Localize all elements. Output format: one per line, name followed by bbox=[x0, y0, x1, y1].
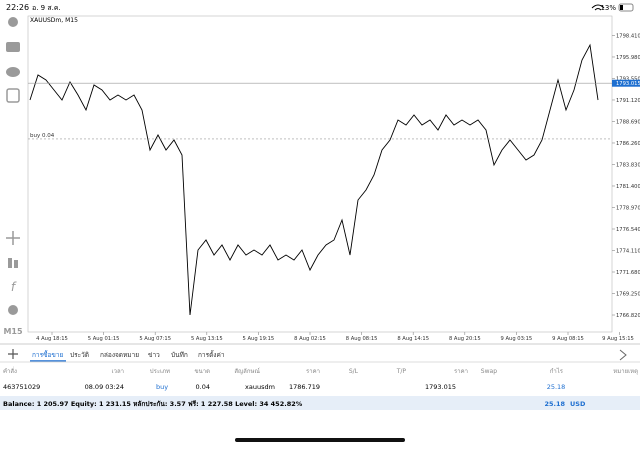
account-icon[interactable] bbox=[8, 17, 18, 27]
column-header: ขนาด bbox=[195, 368, 211, 375]
cell-size: 0.04 bbox=[196, 383, 210, 391]
tab[interactable]: กล่องจดหมาย bbox=[100, 351, 139, 359]
battery-text: 13% bbox=[600, 4, 616, 12]
expand-icon[interactable] bbox=[619, 349, 627, 361]
y-tick-label: 1793.550 bbox=[616, 76, 640, 82]
x-tick-label: 5 Aug 13:15 bbox=[191, 336, 223, 342]
tab[interactable]: การตั้งค่า bbox=[198, 350, 225, 359]
status-time: 22:26 bbox=[6, 3, 29, 12]
column-header: คำสั่ง bbox=[3, 367, 17, 375]
plot-area bbox=[27, 15, 613, 333]
x-tick-label: 8 Aug 02:15 bbox=[294, 336, 326, 342]
column-header: T/P bbox=[396, 368, 407, 375]
y-tick-label: 1769.250 bbox=[616, 292, 640, 298]
y-tick-label: 1774.110 bbox=[616, 249, 640, 255]
tabs: การซื้อขาย ประวัติ กล่องจดหมาย ข่าว บันทึก กา… bbox=[30, 350, 225, 362]
x-tick-label: 4 Aug 18:15 bbox=[36, 336, 68, 342]
indicator-icon[interactable]: f bbox=[11, 280, 17, 294]
tab[interactable]: บันทึก bbox=[171, 351, 188, 359]
cell-symbol: xauusdm bbox=[245, 383, 275, 391]
column-header: S/L bbox=[349, 368, 359, 375]
column-header: Swap bbox=[481, 368, 497, 375]
x-tick-label: 5 Aug 07:15 bbox=[139, 336, 171, 342]
y-tick-label: 1771.680 bbox=[616, 270, 640, 276]
x-tick-label: 8 Aug 20:15 bbox=[449, 336, 481, 342]
x-tick-label: 9 Aug 03:15 bbox=[501, 336, 533, 342]
left-toolbar: f bbox=[6, 17, 20, 315]
y-tick-label: 1781.400 bbox=[616, 184, 640, 190]
order-label: buy 0.04 bbox=[30, 133, 55, 139]
column-header: กำไร bbox=[550, 367, 564, 375]
trade-icon[interactable] bbox=[6, 42, 20, 52]
add-button[interactable] bbox=[8, 349, 18, 359]
cell-time: 08.09 03:24 bbox=[85, 383, 124, 391]
x-tick-label: 8 Aug 08:15 bbox=[346, 336, 378, 342]
timeframe-button[interactable]: M15 bbox=[3, 327, 23, 336]
tab[interactable]: ประวัติ bbox=[70, 351, 89, 359]
column-header: เวลา bbox=[112, 368, 124, 375]
summary-row bbox=[0, 396, 640, 410]
y-tick-label: 1786.260 bbox=[616, 141, 640, 147]
x-tick-label: 9 Aug 15:15 bbox=[602, 336, 634, 342]
y-tick-label: 1766.820 bbox=[616, 313, 640, 319]
cell-price-open: 1786.719 bbox=[289, 383, 320, 391]
cell-price-current: 1793.015 bbox=[425, 383, 456, 391]
column-header: ราคา bbox=[454, 368, 468, 375]
y-tick-label: 1798.410 bbox=[616, 33, 640, 39]
wifi-icon bbox=[591, 4, 605, 11]
y-tick-label: 1783.830 bbox=[616, 162, 640, 168]
column-header: ราคา bbox=[306, 368, 320, 375]
tab[interactable]: ข่าว bbox=[148, 351, 160, 359]
chart-title: XAUUSDm, M15 bbox=[30, 17, 78, 24]
summary-currency: USD bbox=[570, 400, 586, 408]
current-price-label: 1793.015 bbox=[616, 81, 640, 87]
battery-icon bbox=[618, 3, 634, 12]
y-tick-label: 1788.690 bbox=[616, 119, 640, 125]
x-tick-label: 9 Aug 08:15 bbox=[552, 336, 584, 342]
y-tick-label: 1778.970 bbox=[616, 205, 640, 211]
home-indicator bbox=[235, 438, 405, 442]
candles-icon-2[interactable] bbox=[14, 260, 18, 268]
new-order-icon[interactable] bbox=[6, 88, 20, 103]
column-header: สัญลักษณ์ bbox=[234, 367, 260, 375]
summary-text: Balance: 1 205.97 Equity: 1 231.15 หลักป… bbox=[3, 400, 303, 408]
battery-level bbox=[620, 5, 623, 10]
x-tick-label: 5 Aug 19:15 bbox=[243, 336, 275, 342]
summary-profit: 25.18 bbox=[544, 400, 565, 408]
chart: 1766.820 1769.250 1771.680 1774.110 1776.540… bbox=[28, 33, 640, 342]
cell-profit: 25.18 bbox=[547, 383, 566, 391]
current-price-box bbox=[612, 79, 640, 87]
x-tick-label: 5 Aug 01:15 bbox=[88, 336, 120, 342]
tab[interactable]: การซื้อขาย bbox=[32, 350, 63, 359]
cell-type: buy bbox=[156, 383, 168, 391]
y-tick-label: 1791.120 bbox=[616, 98, 640, 104]
crosshair-icon[interactable] bbox=[6, 231, 20, 245]
price-line bbox=[29, 43, 599, 316]
x-tick-label: 8 Aug 14:15 bbox=[397, 336, 429, 342]
objects-icon[interactable] bbox=[8, 305, 18, 315]
trade-table: คำสั่ง เวลา ประเภท ขนาด สัญลักษณ์ ราคา S/L T/P ร… bbox=[3, 367, 638, 391]
status-date: อ. 9 ส.ค. bbox=[32, 4, 61, 12]
y-tick-label: 1776.540 bbox=[616, 227, 640, 233]
column-header: หมายเหตุ bbox=[613, 368, 638, 375]
candles-icon[interactable] bbox=[8, 258, 12, 268]
y-tick-label: 1795.980 bbox=[616, 55, 640, 61]
column-header: ประเภท bbox=[150, 368, 170, 375]
cell-order: 463751029 bbox=[3, 383, 40, 391]
chat-icon[interactable] bbox=[6, 67, 20, 77]
